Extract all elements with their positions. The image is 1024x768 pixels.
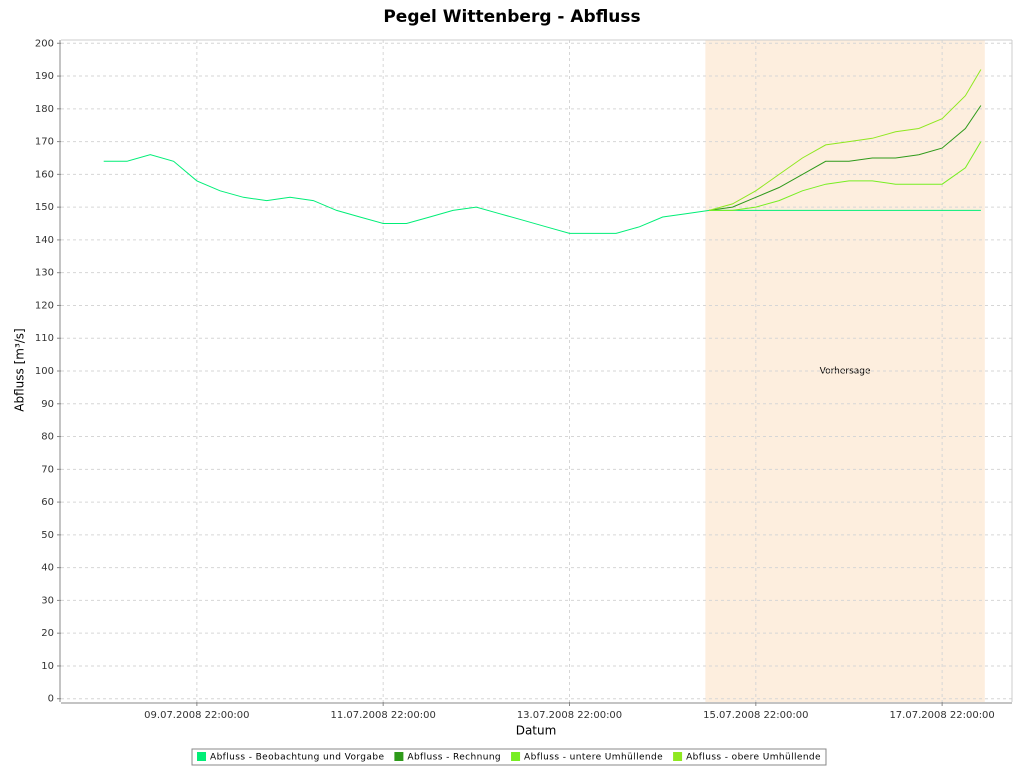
- y-tick-label: 150: [35, 202, 54, 213]
- legend-label: Abfluss - Beobachtung und Vorgabe: [210, 753, 384, 763]
- x-tick-label: 11.07.2008 22:00:00: [330, 710, 435, 721]
- y-tick-label: 20: [41, 628, 54, 639]
- legend-swatch: [394, 752, 404, 761]
- y-tick-label: 140: [35, 235, 54, 246]
- x-tick-label: 09.07.2008 22:00:00: [144, 710, 249, 721]
- y-tick-label: 200: [35, 38, 54, 49]
- x-axis-label: Datum: [516, 724, 557, 738]
- series-line: [103, 154, 981, 234]
- legend-label: Abfluss - untere Umhüllende: [524, 753, 663, 763]
- y-tick-label: 10: [41, 661, 54, 672]
- y-tick-label: 190: [35, 71, 54, 82]
- y-tick-label: 50: [41, 530, 54, 541]
- legend-label: Abfluss - obere Umhüllende: [686, 753, 821, 763]
- x-tick-label: 13.07.2008 22:00:00: [517, 710, 622, 721]
- y-tick-label: 0: [48, 694, 54, 705]
- forecast-label: Vorhersage: [820, 367, 871, 377]
- y-tick-label: 60: [41, 497, 54, 508]
- y-axis-label: Abfluss [m³/s]: [13, 328, 27, 411]
- legend-swatch: [673, 752, 683, 761]
- y-tick-label: 110: [35, 333, 54, 344]
- series-line: [709, 141, 982, 211]
- y-tick-label: 160: [35, 169, 54, 180]
- chart-title: Pegel Wittenberg - Abfluss: [383, 7, 640, 27]
- y-tick-label: 130: [35, 268, 54, 279]
- legend-label: Abfluss - Rechnung: [407, 753, 501, 763]
- y-tick-label: 180: [35, 104, 54, 115]
- y-tick-label: 70: [41, 464, 54, 475]
- y-tick-label: 80: [41, 432, 54, 443]
- legend-swatch: [197, 752, 207, 761]
- x-tick-label: 17.07.2008 22:00:00: [889, 710, 994, 721]
- y-tick-label: 120: [35, 300, 54, 311]
- x-tick-label: 15.07.2008 22:00:00: [703, 710, 808, 721]
- legend: Abfluss - Beobachtung und Vorgabe Abfluss…: [191, 748, 827, 766]
- y-tick-label: 90: [41, 399, 54, 410]
- y-tick-label: 100: [35, 366, 54, 377]
- legend-swatch: [511, 752, 521, 761]
- legend-box: [191, 748, 827, 766]
- y-tick-label: 40: [41, 563, 54, 574]
- y-tick-label: 30: [41, 595, 54, 606]
- y-tick-label: 170: [35, 137, 54, 148]
- series-line: [709, 105, 982, 211]
- series-line: [709, 69, 982, 211]
